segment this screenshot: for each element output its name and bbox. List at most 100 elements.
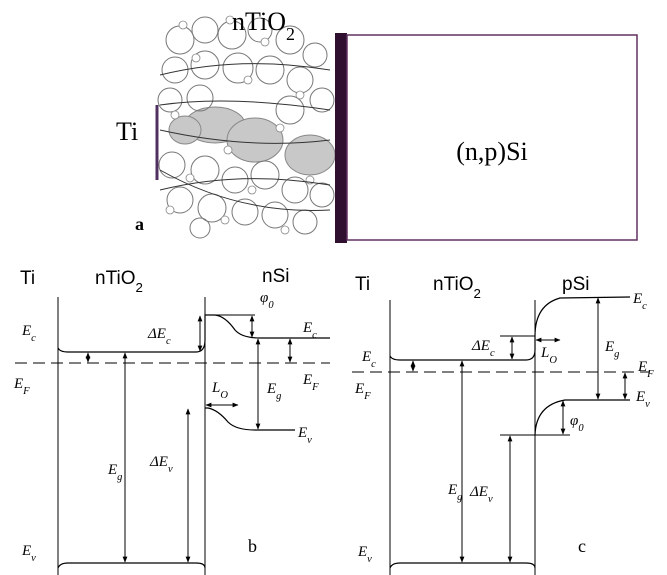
- label: Ev: [297, 425, 312, 446]
- label-text: nTiO: [232, 7, 286, 36]
- label-sub: O: [220, 390, 228, 401]
- label: ΔEv: [149, 454, 173, 475]
- label-sub: c: [312, 330, 317, 341]
- label: Eg: [604, 339, 619, 360]
- label: Eg: [447, 482, 462, 503]
- label: Ec: [632, 291, 647, 312]
- label: nTiO2: [433, 274, 481, 301]
- label: EF: [354, 381, 371, 402]
- label-sub: F: [363, 391, 371, 402]
- label-text: E: [21, 323, 31, 339]
- label-sub: F: [646, 369, 654, 380]
- label-sub: v: [367, 554, 372, 565]
- label: EF: [13, 376, 30, 397]
- label: pSi: [562, 274, 589, 295]
- label-text: ΔE: [471, 338, 490, 354]
- label-text: φ: [260, 290, 268, 306]
- label: nTiO2: [95, 268, 143, 295]
- label: Ev: [357, 544, 372, 565]
- label-sub: g: [614, 349, 619, 360]
- label-text: nTiO: [433, 274, 473, 295]
- panel-letter: a: [135, 214, 144, 234]
- label: EF: [637, 359, 654, 380]
- label: Ev: [635, 389, 650, 410]
- label: Ev: [21, 543, 36, 564]
- label-sub: v: [307, 435, 312, 446]
- label-sub: v: [168, 464, 173, 475]
- label-text: E: [604, 339, 614, 355]
- label-text: E: [13, 376, 23, 392]
- label-text: pSi: [562, 274, 589, 295]
- label-sub: g: [117, 472, 122, 483]
- label: Ec: [302, 320, 317, 341]
- label-sub: g: [276, 391, 281, 402]
- label: EF: [302, 372, 319, 393]
- label-sub: 2: [473, 286, 480, 301]
- label-text: E: [21, 543, 31, 559]
- label: LO: [540, 345, 557, 366]
- label-sub: v: [488, 494, 493, 505]
- label-text: L: [540, 345, 549, 361]
- label-sub: v: [645, 399, 650, 410]
- ti-label: Ti: [116, 117, 138, 146]
- label-text: Ti: [20, 268, 35, 289]
- label-text: E: [361, 349, 371, 365]
- label-sub: O: [549, 355, 557, 366]
- label-text: E: [354, 381, 364, 397]
- label: φ0: [260, 290, 274, 311]
- label-sub: v: [31, 553, 36, 564]
- label: Ti: [355, 274, 370, 295]
- panel-letter: b: [248, 536, 257, 556]
- label-sub: g: [457, 492, 462, 503]
- label-sub: 2: [286, 24, 295, 44]
- label: ΔEc: [147, 326, 171, 347]
- label-sub: 0: [578, 423, 584, 434]
- label-sub: c: [166, 336, 171, 347]
- si-box: [346, 34, 638, 241]
- panel-c-bands: [352, 296, 650, 575]
- label: φ0: [570, 413, 584, 434]
- interface-layer: [335, 33, 347, 243]
- label-text: E: [107, 462, 117, 478]
- label: Ec: [361, 349, 376, 370]
- label-text: E: [632, 291, 642, 307]
- label-text: ΔE: [147, 326, 166, 342]
- nanoparticle-mesh: [157, 15, 336, 239]
- label-text: L: [211, 380, 220, 396]
- label-sub: 0: [268, 300, 274, 311]
- si-label: (n,p)Si: [456, 137, 528, 166]
- label-sub: F: [22, 386, 30, 397]
- tio2-label: nTiO2: [232, 7, 295, 44]
- label: Ec: [21, 323, 36, 344]
- label-text: E: [302, 372, 312, 388]
- label-text: E: [302, 320, 312, 336]
- label-text: E: [637, 359, 647, 375]
- label: nSi: [262, 266, 289, 287]
- label-text: Ti: [355, 274, 370, 295]
- label: LO: [211, 380, 228, 401]
- label-text: E: [635, 389, 645, 405]
- label-text: ΔE: [149, 454, 168, 470]
- label-text: E: [357, 544, 367, 560]
- label-sub: 2: [135, 280, 142, 295]
- panel-letter: c: [578, 536, 586, 556]
- label-sub: c: [642, 301, 647, 312]
- label: ΔEc: [471, 338, 495, 359]
- label-text: E: [297, 425, 307, 441]
- label-text: ΔE: [469, 484, 488, 500]
- label: Eg: [107, 462, 122, 483]
- label-text: E: [266, 381, 276, 397]
- label-text: φ: [570, 413, 578, 429]
- label-sub: c: [490, 348, 495, 359]
- label-sub: c: [31, 333, 36, 344]
- label: Ti: [20, 268, 35, 289]
- label-text: nTiO: [95, 268, 135, 289]
- label: ΔEv: [469, 484, 493, 505]
- label-sub: F: [311, 382, 319, 393]
- panel-b-bands: [15, 297, 330, 575]
- panel-a: nTiO2 Ti (n,p)Si a: [116, 7, 638, 243]
- label-sub: c: [371, 359, 376, 370]
- label-text: nSi: [262, 266, 289, 287]
- label: Eg: [266, 381, 281, 402]
